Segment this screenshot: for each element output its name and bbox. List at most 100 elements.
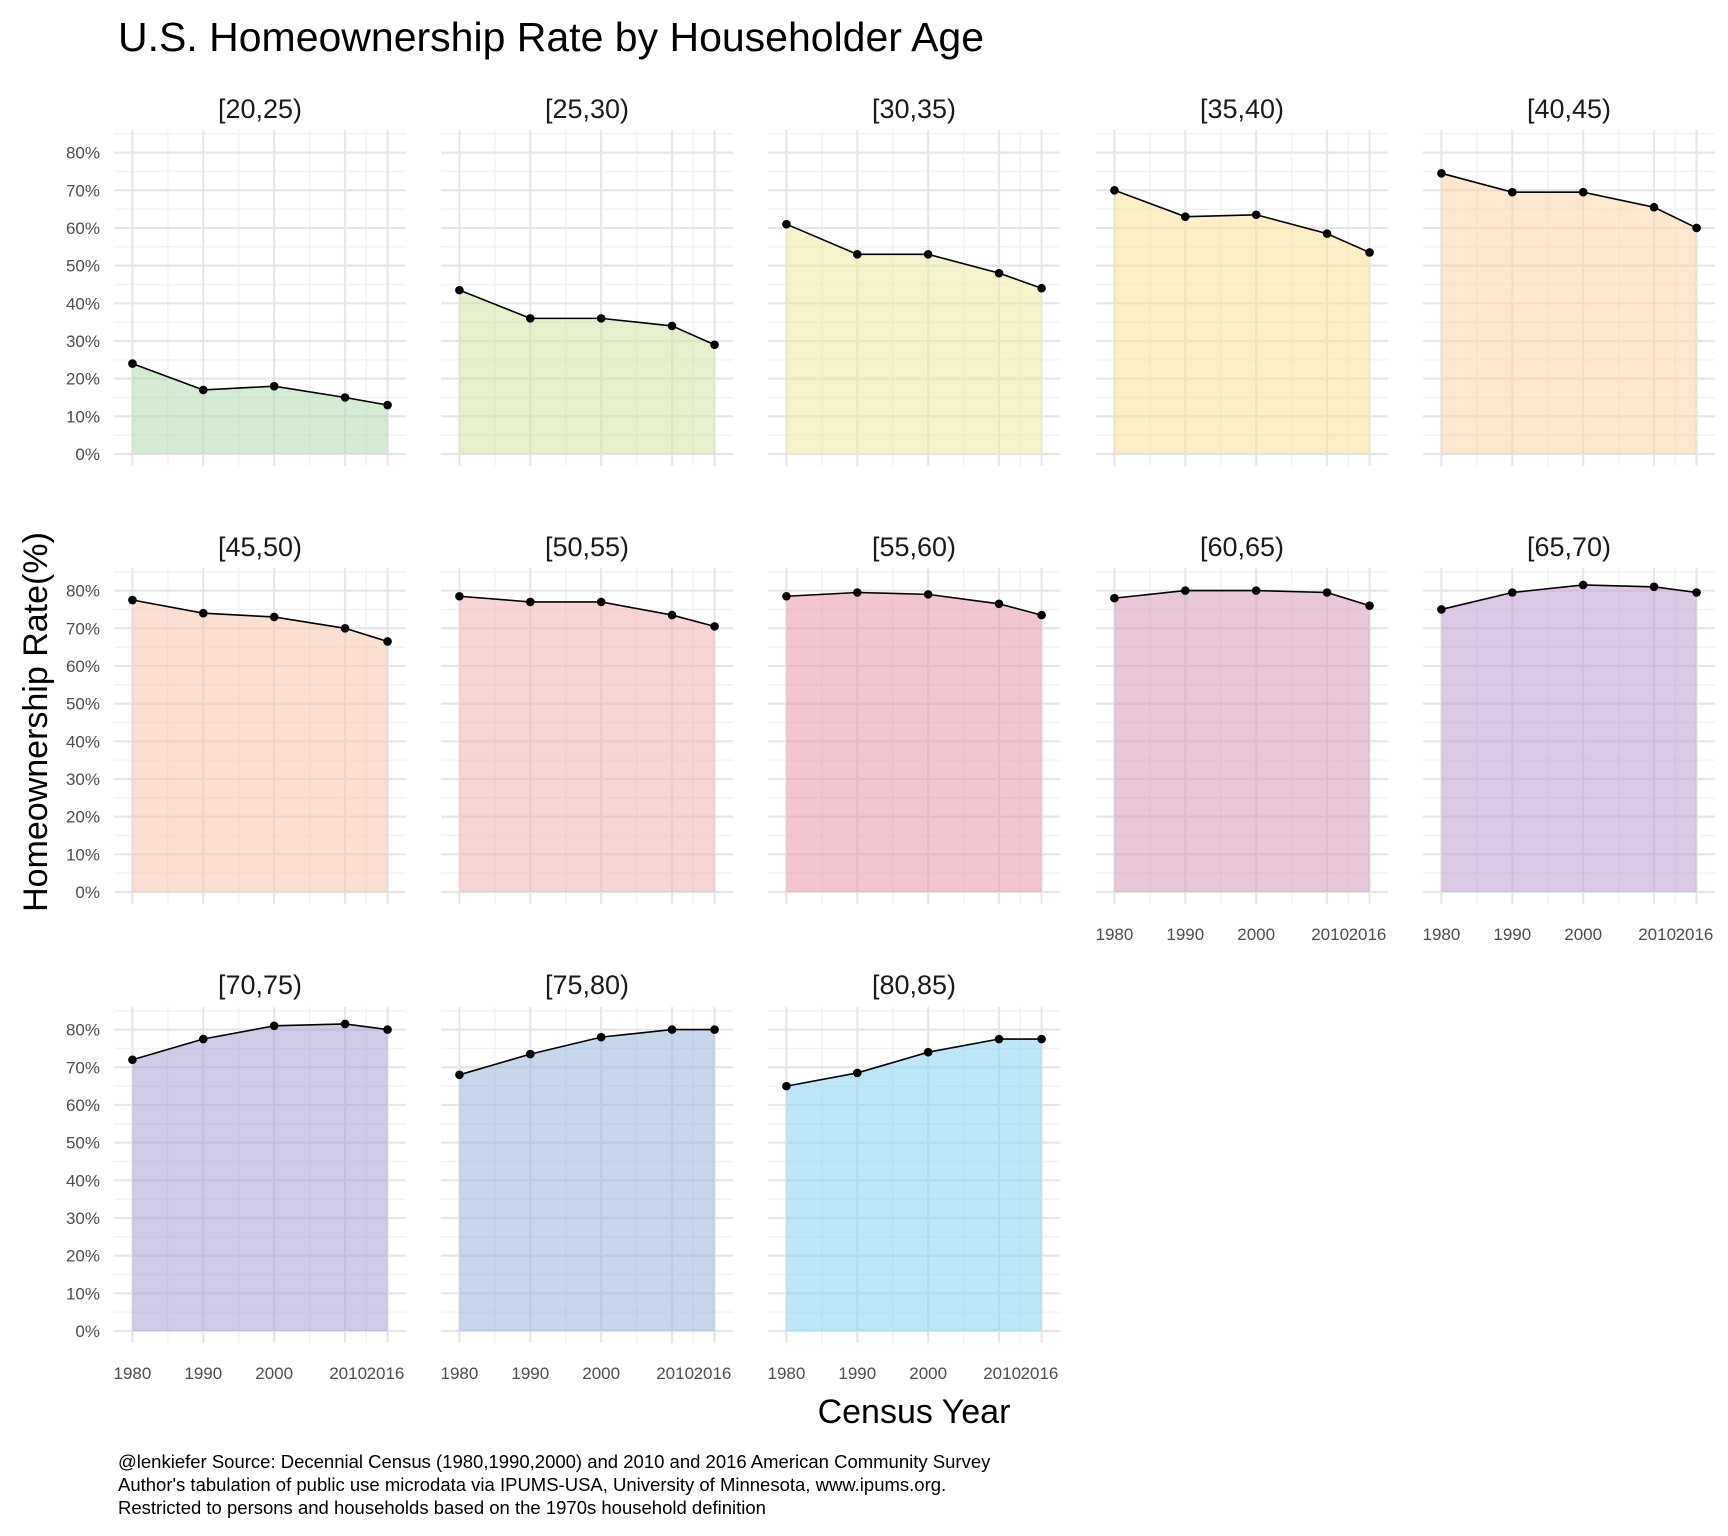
y-tick-label: 0% xyxy=(75,1322,100,1341)
y-tick-label: 10% xyxy=(66,845,100,864)
chart-title: U.S. Homeownership Rate by Householder A… xyxy=(118,14,984,60)
data-point xyxy=(1508,187,1517,197)
data-point xyxy=(667,1025,677,1034)
data-point xyxy=(455,591,464,601)
data-point xyxy=(923,250,933,259)
data-point xyxy=(710,1025,719,1034)
x-tick-label: 2010 xyxy=(656,1364,694,1383)
data-point xyxy=(383,1025,392,1034)
x-tick-label: 2016 xyxy=(1021,1364,1059,1383)
y-tick-label: 50% xyxy=(66,1134,100,1153)
data-point xyxy=(1437,169,1446,178)
y-tick-label: 70% xyxy=(66,1058,100,1077)
y-tick-label: 70% xyxy=(66,181,100,200)
data-point xyxy=(526,314,535,323)
caption-line-2: Author's tabulation of public use microd… xyxy=(118,1474,946,1495)
facet-panels: [20,25) 0% 10% 20% 30% 40% 50% 60% 70% 80% [25,30)… xyxy=(66,94,1715,1383)
y-tick-label: 20% xyxy=(66,1247,100,1266)
data-point xyxy=(128,359,137,368)
data-point xyxy=(269,1021,279,1031)
data-point xyxy=(853,250,862,259)
data-point xyxy=(596,314,606,323)
area-fill xyxy=(1114,190,1370,455)
y-tick-label: 40% xyxy=(66,732,100,751)
area-fill xyxy=(786,1039,1042,1331)
data-point xyxy=(526,597,535,607)
facet-strip-label: [35,40) xyxy=(1200,94,1284,124)
x-tick-label: 1990 xyxy=(1166,925,1204,944)
data-point xyxy=(1692,223,1701,233)
data-point xyxy=(1322,229,1332,238)
facet-panel: [80,85) 1980 1990 2000 2010 2016 xyxy=(768,970,1060,1383)
data-point xyxy=(199,1034,208,1044)
data-point xyxy=(1322,588,1332,597)
data-point xyxy=(1692,588,1701,597)
facet-strip-label: [40,45) xyxy=(1527,94,1611,124)
y-tick-label: 50% xyxy=(66,695,100,714)
facet-panel: [30,35) xyxy=(768,94,1060,466)
y-tick-label: 30% xyxy=(66,770,100,789)
area-fill xyxy=(1441,173,1697,455)
facet-panel: [45,50) 0% 10% 20% 30% 40% 50% 60% 70% 80% xyxy=(66,532,406,904)
area-fill xyxy=(459,290,715,454)
data-point xyxy=(994,1034,1004,1044)
data-point xyxy=(710,622,719,631)
data-point xyxy=(455,285,464,295)
x-tick-label: 1990 xyxy=(511,1364,549,1383)
data-point xyxy=(782,219,791,229)
facet-strip-label: [25,30) xyxy=(545,94,629,124)
facet-strip-label: [75,80) xyxy=(545,970,629,1000)
data-point xyxy=(1037,610,1046,620)
data-point xyxy=(199,385,208,395)
y-tick-label: 60% xyxy=(66,1096,100,1115)
data-point xyxy=(1037,1034,1046,1044)
data-point xyxy=(1578,580,1588,590)
data-point xyxy=(1181,212,1190,221)
data-point xyxy=(853,588,862,597)
y-tick-label: 30% xyxy=(66,332,100,351)
data-point xyxy=(1437,605,1446,614)
data-point xyxy=(853,1068,862,1078)
area-fill xyxy=(132,600,388,892)
facet-panel: [50,55) xyxy=(441,532,733,904)
facet-panel: [40,45) xyxy=(1423,94,1715,466)
x-tick-label: 2016 xyxy=(367,1364,405,1383)
y-axis-title: Homeownership Rate(%) xyxy=(17,532,55,912)
data-point xyxy=(667,321,677,331)
x-tick-label: 2016 xyxy=(1349,925,1387,944)
facet-panel: [55,60) xyxy=(768,532,1060,904)
data-point xyxy=(269,612,279,622)
data-point xyxy=(1037,283,1046,293)
data-point xyxy=(1508,588,1517,597)
data-point xyxy=(383,400,392,410)
facet-strip-label: [30,35) xyxy=(872,94,956,124)
y-tick-label: 80% xyxy=(66,582,100,601)
data-point xyxy=(782,591,791,601)
x-tick-label: 2000 xyxy=(1237,925,1275,944)
facet-panel: [60,65) 1980 1990 2000 2010 2016 xyxy=(1096,532,1388,944)
data-point xyxy=(1251,210,1261,220)
area-fill xyxy=(132,1023,388,1331)
data-point xyxy=(1649,582,1659,592)
area-fill xyxy=(1441,584,1697,892)
y-tick-label: 60% xyxy=(66,219,100,238)
facet-panel: [35,40) xyxy=(1096,94,1388,466)
facet-strip-label: [45,50) xyxy=(218,532,302,562)
data-point xyxy=(1649,202,1659,212)
data-point xyxy=(994,599,1004,609)
x-tick-label: 2000 xyxy=(909,1364,947,1383)
x-tick-label: 2010 xyxy=(983,1364,1021,1383)
data-point xyxy=(923,590,933,599)
area-fill xyxy=(786,592,1042,892)
y-tick-label: 20% xyxy=(66,370,100,389)
y-tick-label: 0% xyxy=(75,445,100,464)
facet-strip-label: [70,75) xyxy=(218,970,302,1000)
data-point xyxy=(1365,248,1374,257)
data-point xyxy=(383,637,392,646)
x-tick-label: 1980 xyxy=(1423,925,1461,944)
facet-panel: [20,25) 0% 10% 20% 30% 40% 50% 60% 70% 80% xyxy=(66,94,406,466)
x-tick-label: 2010 xyxy=(1638,925,1676,944)
y-tick-label: 10% xyxy=(66,407,100,426)
data-point xyxy=(269,381,279,391)
